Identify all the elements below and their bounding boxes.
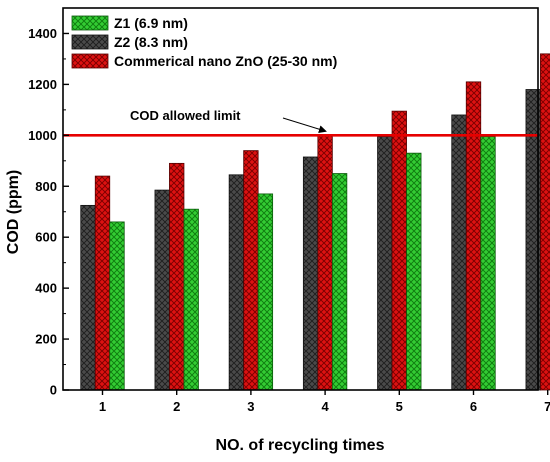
- bars-layer: [80, 53, 550, 391]
- y-tick-label: 1200: [28, 77, 57, 92]
- bar-series1-cat3: [228, 174, 245, 391]
- legend-label-series1: Z2 (8.3 nm): [114, 34, 188, 50]
- bar-series2-cat2: [169, 162, 185, 391]
- x-tick-label: 4: [321, 399, 329, 414]
- bar-series3-cat3: [257, 193, 274, 391]
- legend-label-series2: Commerical nano ZnO (25-30 nm): [114, 53, 337, 69]
- y-tick-label: 800: [35, 179, 57, 194]
- axes-layer: 0 200 400 600 800 1000 1200 1400 1 2 3 4 5 6 7: [28, 7, 550, 414]
- bar-series3-cat2: [183, 208, 199, 391]
- y-tick-label: 0: [50, 383, 57, 398]
- x-tick-label: 2: [173, 399, 180, 414]
- bar-series2-cat5: [391, 110, 407, 391]
- bar-series3-cat4: [331, 173, 348, 391]
- x-tick-label: 3: [247, 399, 254, 414]
- bar-series1-cat4: [302, 156, 319, 391]
- y-tick-label: 600: [35, 230, 57, 245]
- y-axis-title: COD (ppm): [5, 170, 22, 254]
- bar-series1-cat6: [451, 114, 467, 391]
- bar-series3-cat1: [109, 221, 125, 391]
- x-tick-label: 5: [396, 399, 403, 414]
- bar-series1-cat1: [80, 204, 96, 391]
- cod-limit-arrow: [282, 117, 327, 134]
- x-axis-title: NO. of recycling times: [216, 437, 385, 454]
- y-tick-label: 1400: [28, 26, 57, 41]
- bar-series3-cat6: [480, 136, 496, 391]
- bar-series3-cat5: [406, 152, 422, 391]
- reference-line-layer: COD allowed limit: [63, 108, 538, 137]
- x-tick-label: 1: [99, 399, 106, 414]
- y-tick-label: 200: [35, 332, 57, 347]
- x-tick-label: 7: [544, 399, 550, 414]
- bar-series1-cat2: [154, 189, 170, 391]
- bar-series2-cat4: [317, 134, 333, 391]
- legend-swatch-series3: [71, 15, 109, 31]
- legend-label-series3: Z1 (6.9 nm): [114, 15, 188, 31]
- x-tick-label: 6: [470, 399, 477, 414]
- legend-swatch-series1: [71, 34, 109, 50]
- legend: Z1 (6.9 nm) Z2 (8.3 nm) Commerical nano Zn…: [71, 15, 337, 69]
- bar-series1-cat5: [377, 136, 393, 391]
- bar-series2-cat3: [243, 150, 259, 391]
- y-tick-label: 400: [35, 281, 57, 296]
- legend-swatch-series2: [71, 53, 109, 69]
- bar-series2-cat6: [465, 81, 482, 391]
- y-tick-label: 1000: [28, 128, 57, 143]
- bar-series2-cat1: [94, 175, 111, 391]
- plot-frame: [62, 7, 539, 391]
- cod-limit-label: COD allowed limit: [130, 108, 241, 123]
- bar-series2-cat7: [540, 53, 550, 391]
